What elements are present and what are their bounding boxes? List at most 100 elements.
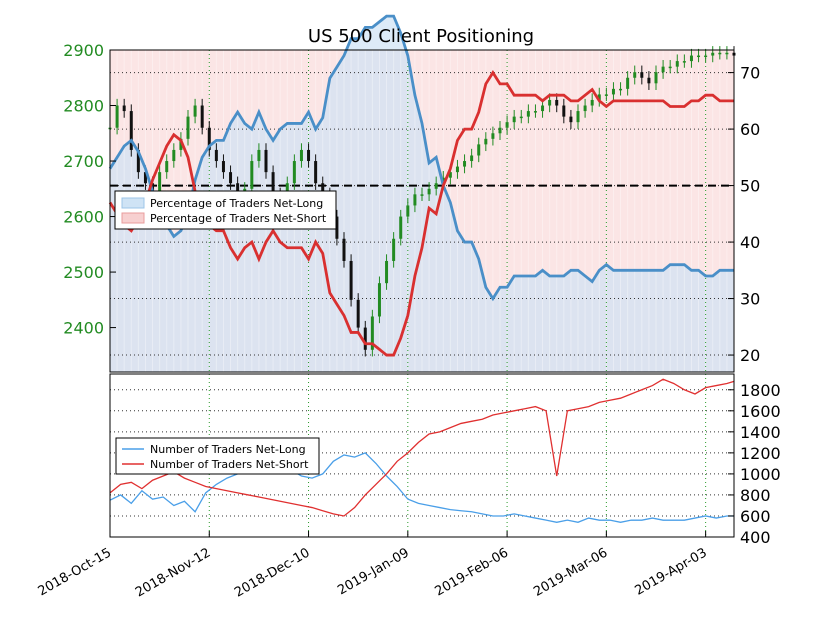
bottom-plot-frame (109, 373, 735, 538)
candle-body (271, 172, 275, 195)
candle-body (229, 172, 233, 184)
y-left-tick-label: 2900 (63, 41, 104, 60)
x-tick-label: 2019-Mar-06 (531, 545, 610, 599)
candle-body (264, 149, 268, 173)
candle-body (115, 105, 119, 128)
candle-body (193, 105, 197, 117)
candle-body (392, 238, 396, 261)
candle-body (427, 188, 431, 195)
candle-body (484, 138, 488, 145)
candle-body (498, 127, 502, 134)
candle-body (335, 216, 339, 239)
x-tick-label: 2019-Feb-06 (433, 545, 512, 599)
candle-body (399, 216, 403, 239)
candle-body (314, 161, 318, 184)
y-left-tick-label: 2800 (63, 97, 104, 116)
candle-body (477, 144, 481, 156)
x-tick-label: 2018-Dec-10 (232, 545, 312, 600)
candle-body (654, 72, 658, 84)
candle-body (562, 105, 566, 117)
candle-body (250, 161, 254, 189)
candle-body (172, 149, 176, 162)
candle-body (689, 55, 693, 62)
candle-body (158, 172, 162, 195)
x-tick-label: 2019-Jan-09 (335, 545, 412, 598)
candle-body (583, 105, 587, 112)
candle-body (342, 238, 346, 261)
x-tick-label: 2018-Oct-15 (36, 545, 114, 599)
candle-body (221, 161, 225, 173)
candle-body (505, 122, 509, 128)
y-right-tick-label: 40 (740, 233, 760, 252)
legend-label-net-long-count: Number of Traders Net-Long (150, 443, 306, 456)
candle-body (470, 155, 474, 162)
candle-body (633, 72, 637, 78)
candle-body (363, 327, 367, 350)
candle-body (611, 88, 615, 95)
candle-body (704, 55, 708, 58)
y-right-tick-label: 20 (740, 346, 760, 365)
candle-body (129, 111, 133, 150)
candle-body (597, 94, 601, 100)
y-right-tick-label: 400 (740, 528, 771, 547)
candle-body (143, 172, 147, 184)
candle-body (122, 105, 126, 112)
candle-body (590, 99, 594, 106)
candle-body (448, 172, 452, 178)
candle-body (321, 183, 325, 195)
candle-body (370, 316, 374, 350)
candle-body (236, 183, 240, 195)
series-net-long-pct (108, 14, 734, 302)
candle-body (463, 161, 467, 167)
legend-swatch-net-short (121, 212, 145, 224)
candle-body (711, 52, 715, 56)
candle-body (307, 149, 311, 162)
y-right-tick-label: 1600 (740, 402, 781, 421)
candle-body (619, 88, 623, 91)
candle-body (420, 194, 424, 196)
y-left-tick-label: 2600 (63, 208, 104, 227)
y-right-tick-label: 800 (740, 486, 771, 505)
y-left-tick-label: 2700 (63, 152, 104, 171)
candle-body (526, 111, 530, 117)
candle-body (136, 149, 140, 173)
y-right-tick-label: 50 (740, 177, 760, 196)
candle-body (533, 111, 537, 113)
candle-body (349, 260, 353, 300)
candle-body (604, 94, 608, 96)
candle-body (413, 194, 417, 206)
candle-body (207, 127, 211, 150)
candle-body (519, 116, 523, 119)
candle-body (682, 61, 686, 63)
y-right-tick-label: 70 (740, 64, 760, 83)
legend-swatch-net-long (121, 197, 145, 209)
candle-body (455, 166, 459, 173)
candle-body (406, 205, 410, 217)
y-right-tick-label: 600 (740, 507, 771, 526)
candle-body (668, 66, 672, 69)
candle-body (186, 116, 190, 139)
candle-body (555, 99, 559, 106)
y-left-tick-label: 2500 (63, 263, 104, 282)
legend-label-net-short: Percentage of Traders Net-Short (150, 212, 327, 225)
candle-body (356, 299, 360, 328)
legend-bottom: Number of Traders Net-Long Number of Trad… (115, 437, 320, 475)
legend-bottom-box (115, 437, 320, 475)
series-net-long-count (109, 452, 734, 523)
top-plot-frame (109, 49, 735, 373)
y-left-tick-label: 2400 (63, 319, 104, 338)
x-tick-label: 2019-Apr-03 (633, 545, 710, 598)
candle-body (299, 149, 303, 162)
candle-body (647, 77, 651, 84)
candle-body (725, 52, 729, 55)
y-right-tick-label: 1000 (740, 465, 781, 484)
legend-top-box (114, 190, 337, 230)
y-right-tick-label: 1400 (740, 423, 781, 442)
candle-body (697, 55, 701, 58)
candle-body (257, 149, 261, 162)
y-right-tick-label: 60 (740, 120, 760, 139)
candle-body (569, 116, 573, 123)
candle-body (179, 138, 183, 150)
